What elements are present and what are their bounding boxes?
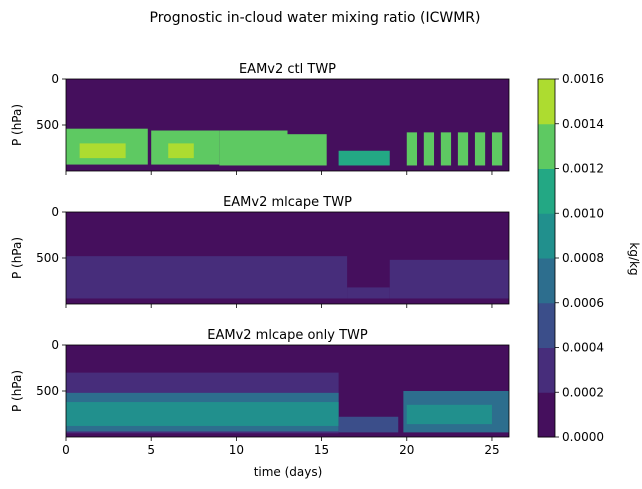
panel-title: EAMv2 ctl TWP [239, 62, 336, 77]
colorbar-tick-label: 0.0000 [562, 430, 604, 444]
x-tick-label: 20 [399, 443, 414, 457]
colorbar-band [538, 79, 555, 125]
y-axis-label: P (hPa) [10, 370, 24, 412]
colorbar-tick-label: 0.0006 [562, 296, 604, 310]
x-tick-label: 10 [229, 443, 244, 457]
colorbar-tick-label: 0.0004 [562, 341, 604, 355]
y-tick-label: 500 [36, 384, 59, 398]
figure-suptitle: Prognostic in-cloud water mixing ratio (… [150, 10, 481, 26]
cloud-region [219, 130, 288, 166]
y-tick-label: 0 [51, 205, 59, 219]
colorbar-tick-label: 0.0010 [562, 206, 604, 220]
cloud-region [423, 132, 435, 166]
panel-1: EAMv2 ctl TWP P (hPa) 0 500 [10, 62, 510, 175]
colorbar-band [538, 213, 555, 259]
colorbar-tick-label: 0.0008 [562, 251, 604, 265]
cloud-region [457, 132, 469, 166]
colorbar-band [538, 302, 555, 348]
y-tick-label: 0 [51, 72, 59, 86]
colorbar-tick-label: 0.0016 [562, 72, 604, 86]
colorbar-tick-label: 0.0014 [562, 117, 604, 131]
panel-title: EAMv2 mlcape TWP [223, 195, 352, 210]
y-tick-label: 0 [51, 338, 59, 352]
cloud-region [389, 259, 509, 299]
colorbar-band [538, 347, 555, 393]
colorbar-label: kg/kg [627, 242, 641, 275]
cloud-region [287, 134, 327, 166]
x-tick-label: 15 [314, 443, 329, 457]
cloud-region [406, 132, 417, 166]
x-tick-label: 5 [147, 443, 155, 457]
cloud-region [168, 143, 194, 159]
x-tick-label: 25 [484, 443, 499, 457]
cloud-region [66, 402, 339, 426]
x-tick-label: 0 [62, 443, 70, 457]
panel-title: EAMv2 mlcape only TWP [207, 328, 368, 343]
cloud-region [474, 132, 486, 166]
colorbar-band [538, 392, 555, 438]
cloud-region [338, 150, 390, 166]
cloud-region [440, 132, 452, 166]
y-tick-label: 500 [36, 251, 59, 265]
cloud-region [491, 132, 503, 166]
cloud-region [66, 256, 348, 299]
colorbar: 0.0000 0.0002 0.0004 0.0006 0.0008 0.0010 0.00… [537, 72, 604, 444]
colorbar-band [538, 123, 555, 169]
colorbar-band [538, 168, 555, 214]
colorbar-tick-label: 0.0002 [562, 385, 604, 399]
cloud-region [347, 287, 390, 299]
cloud-region [79, 143, 126, 159]
colorbar-tick-label: 0.0012 [562, 162, 604, 176]
y-tick-label: 500 [36, 118, 59, 132]
x-axis-label: time (days) [254, 465, 323, 479]
y-axis-label: P (hPa) [10, 237, 24, 279]
colorbar-band [538, 258, 555, 304]
panel-3: EAMv2 mlcape only TWP P (hPa) 0 500 0 5 10 15 20… [10, 328, 510, 457]
cloud-region [406, 404, 492, 425]
panel-2: EAMv2 mlcape TWP P (hPa) 0 500 [10, 195, 510, 308]
cloud-region [338, 416, 399, 433]
y-axis-label: P (hPa) [10, 104, 24, 146]
